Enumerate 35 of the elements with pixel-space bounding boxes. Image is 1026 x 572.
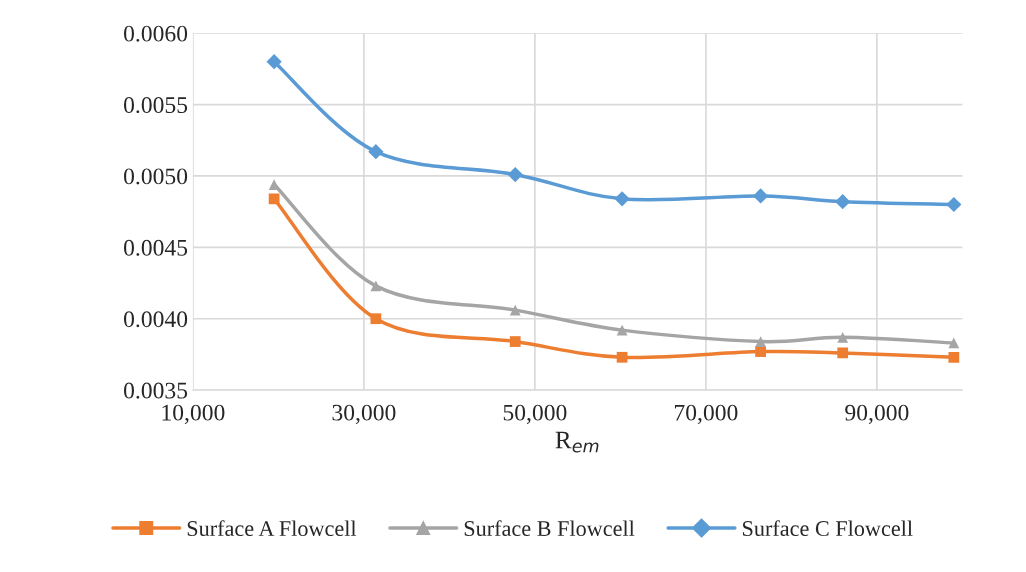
point (507, 166, 523, 183)
x-axis-title: R$_{em}$ (555, 431, 599, 453)
y-tick-label: 0.0045 (124, 239, 188, 256)
point (509, 304, 521, 316)
x-tick-label: 10,000 (162, 404, 225, 425)
y-tick-label: 0.0060 (124, 25, 188, 42)
point (268, 193, 280, 205)
x-tick-label: 50,000 (503, 404, 567, 425)
point (616, 351, 628, 363)
point (837, 347, 849, 359)
x-tick-label: 70,000 (674, 404, 738, 425)
point (753, 188, 769, 204)
point (835, 194, 851, 210)
point (837, 331, 849, 343)
point (755, 336, 766, 347)
point (616, 324, 628, 336)
y-tick-label: 0.0050 (124, 168, 188, 185)
point (368, 144, 384, 160)
y-tick-label: 0.0035 (124, 382, 188, 399)
x-tick-label: 90,000 (845, 404, 909, 425)
legend-label: Surface C Flowcell (742, 520, 913, 537)
legend-label: Surface A Flowcell (187, 520, 357, 537)
y-tick-label: 0.0040 (124, 311, 188, 328)
point (509, 336, 521, 347)
point (755, 346, 766, 357)
x-tick-label: 30,000 (332, 404, 396, 425)
point (266, 54, 282, 70)
point (948, 351, 960, 363)
point (370, 313, 382, 325)
y-tick-label: 0.0055 (124, 97, 188, 114)
point (614, 191, 630, 207)
point (370, 280, 382, 292)
point (948, 337, 960, 349)
legend-label: Surface B Flowcell (464, 520, 635, 537)
point (946, 196, 962, 213)
